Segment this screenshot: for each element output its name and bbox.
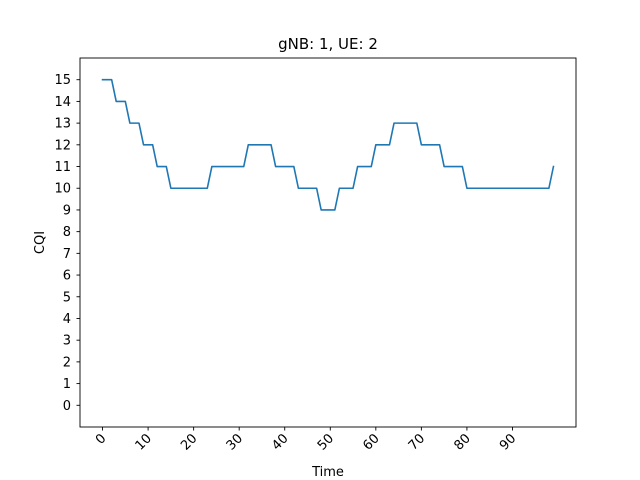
y-tick-label: 9 — [63, 203, 71, 218]
y-tick-label: 11 — [54, 160, 71, 175]
y-tick-label: 7 — [63, 247, 71, 262]
y-tick-label: 1 — [63, 377, 71, 392]
plot-area-frame — [79, 57, 577, 428]
y-tick-label: 14 — [54, 95, 71, 110]
y-tick-label: 10 — [54, 182, 71, 197]
chart-title: gNB: 1, UE: 2 — [278, 35, 378, 53]
y-tick-label: 0 — [63, 399, 71, 414]
y-axis-label: CQI — [33, 231, 48, 254]
y-tick-label: 13 — [54, 117, 71, 132]
y-tick-label: 12 — [54, 138, 71, 153]
y-tick-label: 8 — [63, 225, 71, 240]
y-tick-label: 4 — [63, 312, 71, 327]
x-axis-label: Time — [311, 465, 344, 480]
y-tick-label: 2 — [63, 355, 71, 370]
y-tick-label: 3 — [63, 334, 71, 349]
y-tick-label: 6 — [63, 269, 71, 284]
y-tick-label: 15 — [54, 73, 71, 88]
y-tick-label: 5 — [63, 290, 71, 305]
series-line-cqi — [101, 78, 555, 211]
